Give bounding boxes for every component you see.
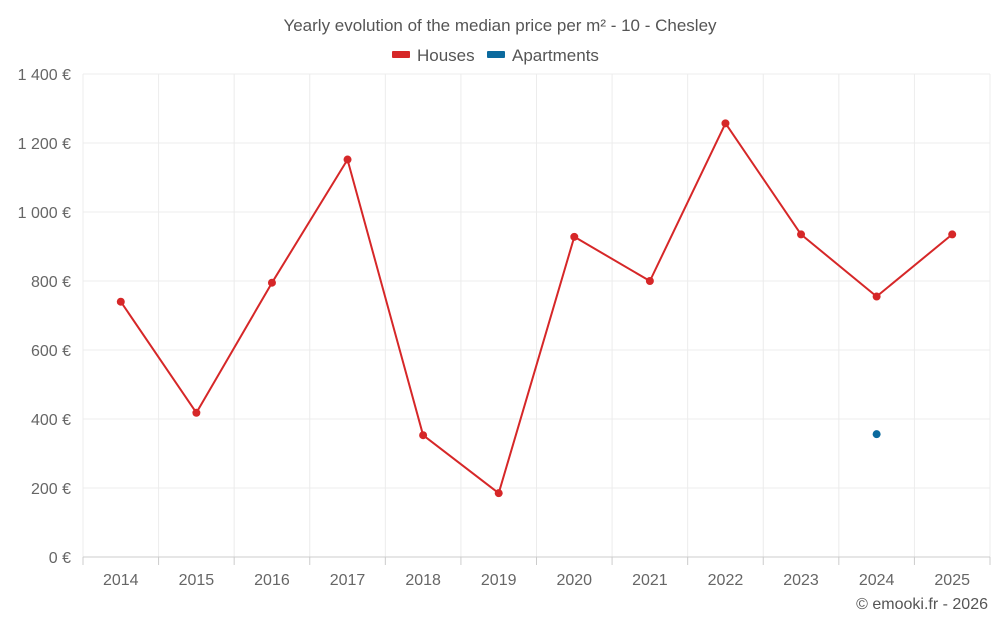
- y-tick-label: 400 €: [31, 412, 71, 429]
- y-tick-label: 200 €: [31, 481, 71, 498]
- x-tick-label: 2015: [179, 572, 215, 589]
- data-point-houses: [419, 431, 428, 440]
- y-tick-label: 1 400 €: [18, 67, 71, 84]
- x-tick-label: 2021: [632, 572, 668, 589]
- data-point-apartments: [872, 430, 881, 439]
- x-tick-label: 2022: [708, 572, 744, 589]
- legend-label-apartments: Apartments: [512, 46, 599, 65]
- x-tick-label: 2018: [405, 572, 441, 589]
- data-point-houses: [721, 119, 730, 128]
- data-point-houses: [797, 230, 806, 239]
- y-tick-label: 1 200 €: [18, 136, 71, 153]
- data-point-houses: [948, 230, 957, 239]
- axes: 0 € 200 € 400 € 600 € 800 € 1 000 € 1 200 € 1 4…: [18, 67, 991, 589]
- series-line-houses: [119, 122, 953, 495]
- y-tick-label: 800 €: [31, 274, 71, 291]
- x-tick-label: 2019: [481, 572, 517, 589]
- legend-swatch-houses: [392, 51, 410, 58]
- legend-label-houses: Houses: [417, 46, 475, 65]
- y-tick-label: 1 000 €: [18, 205, 71, 222]
- data-point-houses: [267, 278, 276, 287]
- chart-title: Yearly evolution of the median price per…: [283, 16, 717, 35]
- x-tick-label: 2024: [859, 572, 895, 589]
- y-tick-label: 0 €: [49, 550, 71, 567]
- legend: Houses Apartments: [392, 46, 599, 65]
- credit-text: © emooki.fr - 2026: [856, 596, 988, 613]
- x-tick-label: 2020: [556, 572, 592, 589]
- data-point-houses: [570, 232, 579, 241]
- legend-item-houses[interactable]: Houses: [392, 46, 475, 65]
- legend-item-apartments[interactable]: Apartments: [487, 46, 599, 65]
- x-tick-label: 2023: [783, 572, 819, 589]
- data-point-houses: [343, 155, 352, 164]
- data-point-houses: [192, 408, 201, 417]
- x-tick-label: 2014: [103, 572, 139, 589]
- data-point-houses: [494, 489, 503, 498]
- y-tick-label: 600 €: [31, 343, 71, 360]
- x-tick-label: 2016: [254, 572, 290, 589]
- grid: [82, 73, 991, 557]
- data-point-houses: [645, 277, 654, 285]
- x-tick-label: 2025: [934, 572, 970, 589]
- data-point-houses: [872, 292, 881, 301]
- legend-swatch-apartments: [487, 51, 505, 58]
- series: [116, 119, 957, 498]
- data-point-houses: [116, 297, 125, 306]
- x-tick-label: 2017: [330, 572, 366, 589]
